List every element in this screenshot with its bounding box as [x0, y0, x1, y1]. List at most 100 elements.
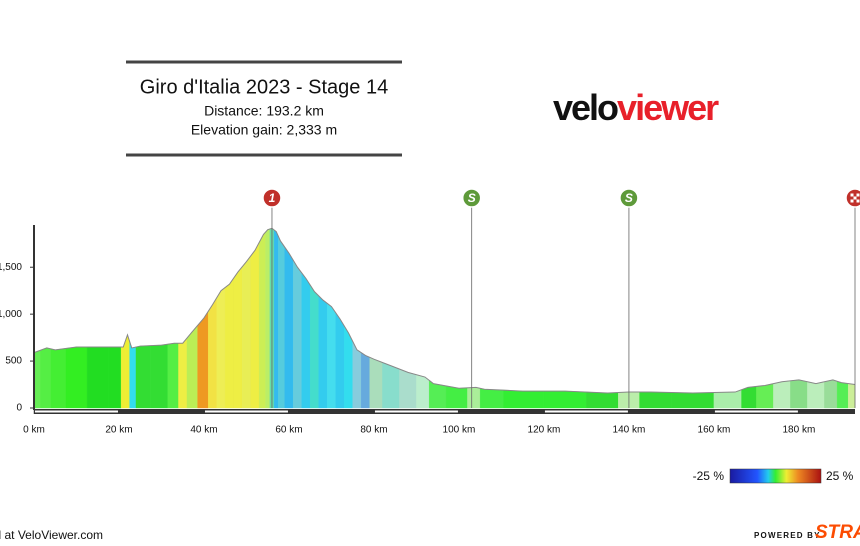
profile-outline — [33, 227, 856, 394]
distance-bar-segment — [714, 410, 798, 413]
marker: S — [619, 188, 639, 208]
logo-part: velo — [553, 87, 618, 128]
x-tick-label: 80 km — [360, 425, 387, 436]
legend-label: -25 % — [693, 469, 725, 483]
profile-strip — [327, 302, 336, 409]
footer-text: POWERED BY — [754, 531, 821, 540]
x-tick-label: 100 km — [443, 425, 476, 436]
logo-part: viewer — [617, 87, 719, 128]
marker: 1 — [262, 188, 282, 208]
profile-strip — [416, 374, 430, 409]
distance-bar-segment — [35, 410, 118, 413]
profile-strip — [824, 379, 838, 409]
distance-bar-segment — [544, 410, 628, 413]
profile-strip — [216, 287, 226, 409]
profile-strip — [135, 345, 152, 409]
profile-strip — [50, 348, 67, 409]
footer-text: Created at VeloViewer.com — [0, 528, 103, 542]
profile-strip — [278, 236, 285, 409]
profile-strip — [773, 380, 791, 409]
profile-strip — [671, 392, 715, 409]
profile-strip — [741, 386, 757, 409]
profile-strip — [167, 343, 179, 409]
x-tick-label: 40 km — [190, 425, 217, 436]
profile-strip — [186, 324, 198, 409]
subtitle: Elevation gain: 2,333 m — [191, 122, 337, 138]
profile-strip — [586, 391, 619, 409]
flag-square — [856, 199, 860, 203]
marker-icon — [262, 188, 282, 208]
x-tick-label: 0 km — [23, 425, 45, 436]
y-tick-label: 0 — [16, 403, 22, 414]
logo: veloviewer — [553, 87, 719, 128]
profile-strip — [310, 284, 319, 409]
profile-strip — [335, 312, 345, 409]
marker-label: S — [625, 191, 633, 205]
flag-square — [853, 196, 857, 200]
y-tick-label: 1,500 — [0, 262, 22, 273]
profile-strip — [120, 340, 126, 409]
profile-strip — [369, 357, 383, 409]
x-tick-label: 160 km — [698, 425, 731, 436]
profile-strip — [273, 229, 279, 409]
profile-strip — [129, 341, 137, 409]
x-tick-label: 120 km — [528, 425, 561, 436]
x-tick-label: 20 km — [105, 425, 132, 436]
profile-strip — [150, 343, 169, 409]
profile-strip — [467, 387, 481, 409]
profile-strip — [639, 391, 672, 409]
profile-strip — [293, 259, 302, 409]
profile-strip — [65, 346, 88, 409]
marker-icon — [619, 188, 639, 208]
gradient-scale — [729, 468, 822, 484]
profile-strip — [250, 242, 260, 409]
profile-strip — [503, 389, 545, 409]
x-tick-label: 180 km — [783, 425, 816, 436]
profile-strip — [756, 383, 774, 409]
profile-strip — [208, 297, 217, 409]
profile-strip — [178, 337, 188, 409]
profile-strip — [86, 346, 109, 409]
y-tick-label: 1,000 — [0, 309, 22, 320]
profile-strip — [543, 390, 587, 409]
profile-strip — [479, 388, 504, 409]
profile-strip — [301, 272, 311, 409]
x-tick-label: 60 km — [275, 425, 302, 436]
profile-strip — [361, 352, 370, 409]
profile-strip — [225, 277, 234, 409]
profile-strip — [233, 266, 243, 409]
marker: S — [461, 188, 482, 208]
marker-icon — [461, 188, 482, 208]
flag-square — [856, 193, 860, 197]
marker-label: S — [468, 191, 476, 205]
marker — [845, 188, 860, 208]
profile-strip — [318, 295, 328, 409]
legend-label: 25 % — [826, 469, 854, 483]
profile-strip — [197, 310, 209, 409]
footer-brand: STRA — [815, 522, 860, 543]
profile-strip — [242, 255, 251, 409]
distance-bar-segment — [204, 410, 288, 413]
flag-square — [850, 193, 854, 197]
profile-strip — [284, 246, 294, 409]
profile-strip — [108, 346, 122, 409]
y-tick-label: 500 — [5, 356, 22, 367]
profile-strip — [445, 385, 468, 409]
profile-strip — [836, 380, 849, 409]
profile-strip — [848, 383, 856, 409]
marker-label: 1 — [269, 191, 276, 205]
profile-strip — [259, 231, 266, 409]
profile-strip — [40, 347, 52, 409]
profile-strip — [125, 334, 130, 409]
subtitle: Distance: 193.2 km — [204, 103, 324, 119]
distance-bar-segment — [374, 410, 458, 413]
flag-square — [850, 199, 854, 203]
profile-strip — [807, 381, 825, 409]
chart-title: Giro d'Italia 2023 - Stage 14 — [140, 76, 388, 98]
profile-strip — [382, 362, 400, 409]
marker-icon — [845, 188, 860, 208]
profile-strip — [265, 228, 271, 409]
x-tick-label: 140 km — [613, 425, 646, 436]
profile-strip — [790, 379, 808, 409]
